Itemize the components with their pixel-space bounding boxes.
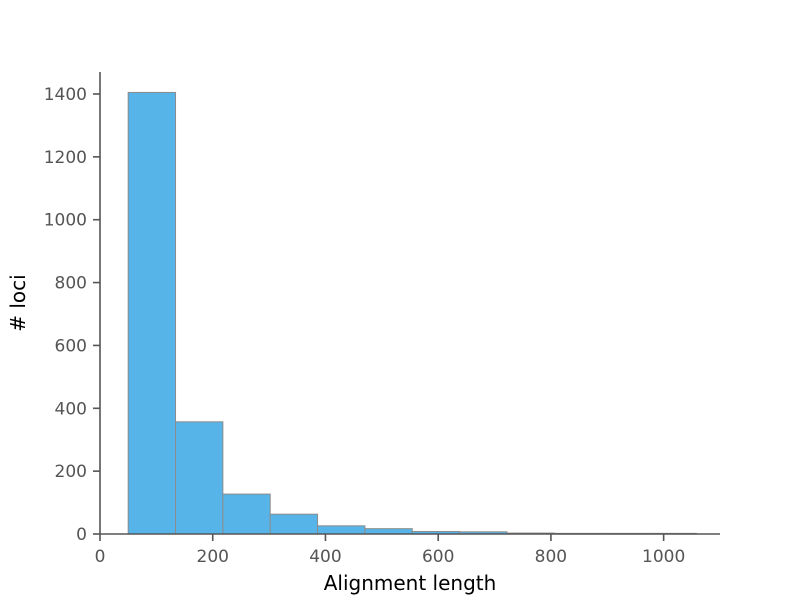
x-tick-label: 1000 bbox=[642, 547, 685, 567]
bars-group bbox=[127, 91, 697, 535]
x-tick-label: 600 bbox=[422, 547, 454, 567]
x-ticks-group: 0 200 400 600 800 1000 bbox=[95, 534, 685, 567]
y-tick-label: 1200 bbox=[44, 148, 87, 168]
histogram-bar bbox=[222, 493, 271, 535]
histogram-bar bbox=[364, 528, 413, 535]
y-axis-label: # loci bbox=[6, 274, 30, 331]
y-tick-label: 400 bbox=[55, 399, 87, 419]
y-tick-label: 1400 bbox=[44, 85, 87, 105]
histogram-bar bbox=[269, 513, 319, 535]
x-tick-label: 200 bbox=[197, 547, 229, 567]
y-tick-label: 0 bbox=[76, 525, 87, 545]
y-tick-label: 600 bbox=[55, 336, 87, 356]
histogram-bar bbox=[175, 421, 224, 535]
x-tick-label: 0 bbox=[95, 547, 106, 567]
x-tick-label: 800 bbox=[535, 547, 567, 567]
histogram-bar bbox=[127, 91, 177, 535]
y-tick-label: 1000 bbox=[44, 211, 87, 231]
y-tick-label: 200 bbox=[55, 462, 87, 482]
x-tick-label: 400 bbox=[309, 547, 341, 567]
x-axis-label: Alignment length bbox=[324, 571, 497, 595]
y-ticks-group: 0 200 400 600 800 1000 1200 1400 bbox=[44, 85, 100, 545]
histogram-bar bbox=[317, 525, 366, 535]
y-tick-label: 800 bbox=[55, 274, 87, 294]
